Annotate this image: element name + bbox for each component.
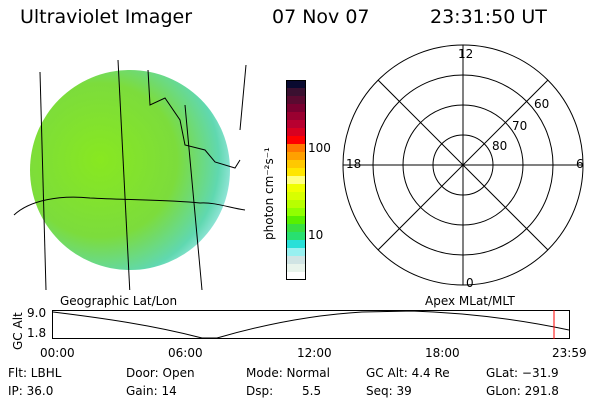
polar-projection-label: Apex MLat/MLT [425,294,515,308]
dsp-label: Dsp: [246,384,274,398]
altitude-xtick-0: 00:00 [40,346,75,360]
filter-info: Flt: LBHL [8,366,62,380]
altitude-ytick-max: 9.0 [27,306,47,320]
colorbar-band [286,224,306,233]
altitude-xtick-3: 18:00 [425,346,460,360]
colorbar-band [286,184,306,193]
colorbar-band [286,264,306,273]
colorbar-band [286,176,306,185]
altitude-curve [52,310,570,339]
colorbar-band [286,152,306,161]
earth-disk [30,70,230,270]
dsp-value: 5.5 [302,384,322,398]
colorbar-band [286,104,306,113]
instrument-title: Ultraviolet Imager [20,6,193,28]
colorbar-band [286,248,306,257]
polar-label-18: 18 [346,157,362,171]
ring-label-60: 60 [534,97,550,111]
colorbar-band [286,136,306,145]
polar-label-0: 0 [466,276,474,290]
date-label: 07 Nov 07 [272,6,370,28]
lat-lon-grid [13,59,247,290]
colorbar-band [286,96,306,105]
uv-image [13,59,247,290]
time-label: 23:31:50 UT [430,6,547,28]
door-info: Door: Open [126,366,195,380]
colorbar-band [286,112,306,121]
colorbar-band [286,80,306,89]
seq-info: Seq: 39 [366,384,412,398]
altitude-xtick-4: 23:59 [552,346,587,360]
colorbar-band [286,272,306,280]
gc-alt-info: GC Alt: 4.4 Re [366,366,450,380]
colorbar-tick-100: 100 [308,141,331,155]
ring-label-70: 70 [512,119,528,133]
colorbar-band [286,120,306,129]
image-projection-label: Geographic Lat/Lon [60,294,178,308]
polar-grid [342,44,584,286]
colorbar-band [286,240,306,249]
altitude-xtick-2: 12:00 [297,346,332,360]
glat-info: GLat: −31.9 [486,366,559,380]
gain-info: Gain: 14 [126,384,177,398]
colorbar-band [286,88,306,97]
mode-info: Mode: Normal [246,366,330,380]
ip-info: IP: 36.0 [8,384,54,398]
colorbar-band [286,192,306,201]
colorbar-band [286,168,306,177]
altitude-xtick-1: 06:00 [168,346,203,360]
altitude-ytick-min: 1.8 [27,326,47,340]
colorbar-band [286,200,306,209]
colorbar-band [286,160,306,169]
colorbar-tick-10: 10 [308,228,324,242]
colorbar-unit-label: photon cm⁻²s⁻¹ [262,147,276,240]
colorbar-band [286,128,306,137]
polar-label-6: 6 [576,157,584,171]
altitude-ylabel: GC Alt [11,312,25,350]
altitude-plot [52,310,570,339]
polar-label-12: 12 [458,47,474,61]
colorbar-border [286,80,306,280]
colorbar-band [286,144,306,153]
glon-info: GLon: 291.8 [486,384,559,398]
colorbar-band [286,216,306,225]
colorbar-band [286,232,306,241]
ring-label-80: 80 [492,139,508,153]
colorbar [286,80,306,280]
colorbar-band [286,256,306,265]
colorbar-band [286,208,306,217]
